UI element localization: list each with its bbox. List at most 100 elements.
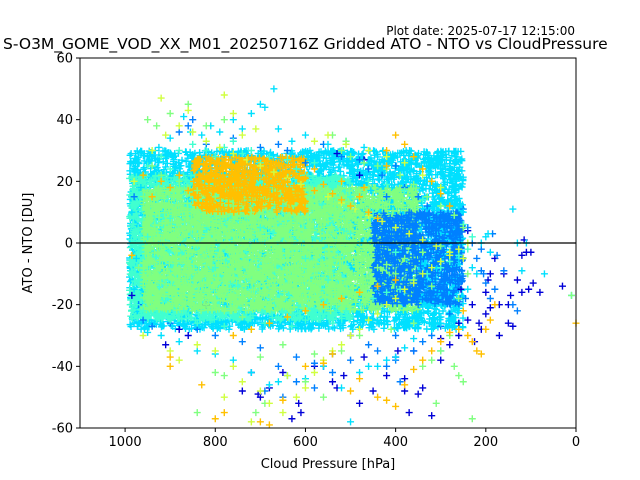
scatter-point <box>473 347 481 355</box>
scatter-point <box>216 143 224 151</box>
scatter-point <box>171 150 179 158</box>
scatter-point <box>175 356 183 364</box>
scatter-point <box>301 378 309 386</box>
scatter-point <box>392 131 400 139</box>
scatter-point <box>310 285 318 293</box>
scatter-point <box>247 177 255 185</box>
scatter-point <box>446 248 454 256</box>
scatter-point <box>292 353 300 361</box>
scatter-point <box>374 214 382 222</box>
scatter-point <box>274 140 282 148</box>
scatter-point <box>396 171 404 179</box>
scatter-point <box>437 285 445 293</box>
scatter-point <box>338 153 346 161</box>
scatter-point <box>525 285 533 293</box>
scatter-point <box>128 291 136 299</box>
scatter-point <box>356 254 364 262</box>
scatter-point <box>493 251 501 259</box>
scatter-point <box>202 301 210 309</box>
scatter-point <box>529 279 537 287</box>
scatter-point <box>338 341 346 349</box>
scatter-point <box>338 196 346 204</box>
scatter-point <box>338 245 346 253</box>
x-tick-label: 600 <box>293 435 318 450</box>
scatter-point <box>356 375 364 383</box>
scatter-point <box>536 288 544 296</box>
scatter-point <box>283 224 291 232</box>
scatter-point <box>383 180 391 188</box>
scatter-point <box>378 156 386 164</box>
scatter-point <box>148 193 156 201</box>
scatter-point <box>419 384 427 392</box>
scatter-point <box>446 258 454 265</box>
scatter-point <box>193 341 201 349</box>
scatter-point <box>329 350 337 358</box>
scatter-point <box>139 171 147 179</box>
y-tick-label: 20 <box>56 175 73 190</box>
scatter-point <box>365 147 373 154</box>
scatter-point <box>365 267 373 275</box>
scatter-point <box>301 316 309 324</box>
scatter-point <box>401 254 409 262</box>
scatter-point <box>486 248 494 256</box>
scatter-point <box>198 131 206 139</box>
scatter-point <box>193 177 201 185</box>
scatter-point <box>437 338 445 346</box>
scatter-point <box>175 338 183 346</box>
scatter-point <box>459 208 467 216</box>
scatter-point <box>419 165 427 173</box>
scatter-point <box>234 282 242 290</box>
scatter-point <box>148 147 156 154</box>
scatter-point <box>455 214 463 222</box>
scatter-point <box>166 316 174 324</box>
scatter-point <box>369 387 377 395</box>
scatter-point <box>184 295 192 302</box>
scatter-point <box>367 187 375 195</box>
scatter-point <box>319 180 327 188</box>
chart-title: S-O3M_GOME_VOD_XX_M01_20250716Z Gridded … <box>3 35 608 54</box>
scatter-point <box>292 291 300 299</box>
scatter-point <box>513 276 521 284</box>
scatter-point <box>180 307 188 315</box>
scatter-point <box>279 409 287 417</box>
scatter-point <box>401 140 409 148</box>
scatter-point <box>540 270 548 278</box>
scatter-point <box>482 288 490 296</box>
y-tick-label: 0 <box>65 237 73 252</box>
scatter-point <box>360 143 368 151</box>
scatter-point <box>175 128 183 136</box>
scatter-point <box>347 356 355 364</box>
scatter-point <box>256 418 264 426</box>
x-tick-label: 200 <box>473 435 498 450</box>
scatter-point <box>329 378 337 386</box>
scatter-point <box>410 180 418 188</box>
x-tick-label: 800 <box>203 435 228 450</box>
scatter-point <box>130 285 138 293</box>
scatter-point <box>274 313 282 321</box>
scatter-point <box>166 165 174 173</box>
scatter-point <box>473 254 481 262</box>
scatter-point <box>184 100 192 108</box>
scatter-point <box>166 347 174 355</box>
scatter-point <box>365 177 373 185</box>
scatter-point <box>247 325 255 333</box>
scatter-point <box>301 131 309 139</box>
scatter-point <box>252 409 260 417</box>
scatter-point <box>202 165 210 173</box>
scatter-point <box>310 165 318 173</box>
scatter-point <box>211 369 219 376</box>
scatter-point <box>414 193 422 201</box>
scatter-point <box>401 159 409 167</box>
scatter-point <box>405 409 413 417</box>
scatter-point <box>338 177 346 185</box>
scatter-point <box>288 322 296 330</box>
scatter-point <box>166 362 174 370</box>
scatter-point <box>202 147 210 154</box>
scatter-point <box>229 116 237 124</box>
scatter-point <box>464 270 472 278</box>
scatter-point <box>211 415 219 423</box>
scatter-point <box>229 362 237 370</box>
scatter-point <box>319 301 327 309</box>
